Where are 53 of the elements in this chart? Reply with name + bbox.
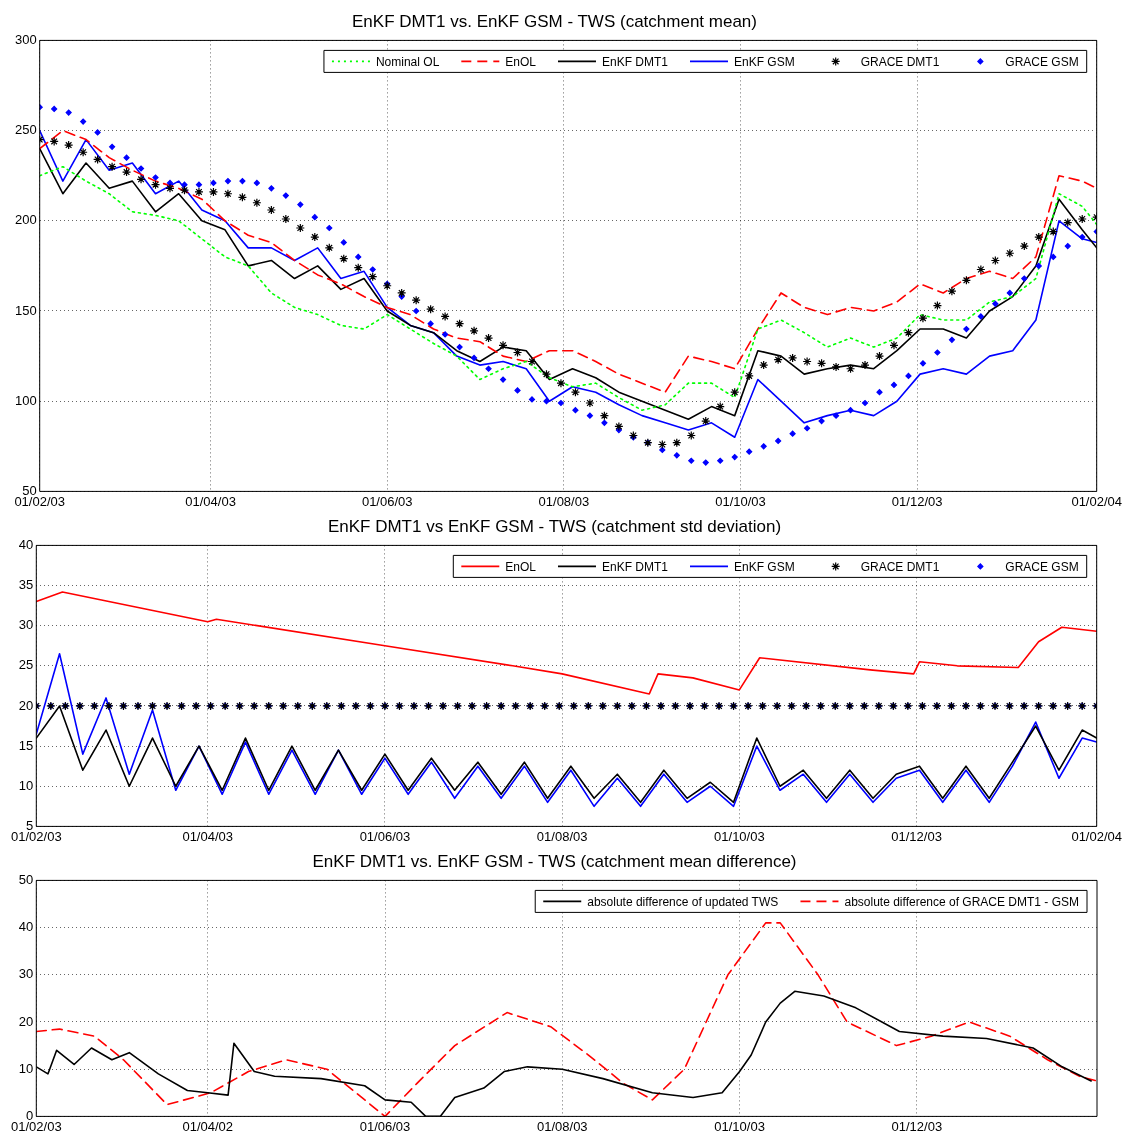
- legend-label: EnOL: [505, 559, 537, 574]
- x-tick-label: 01/10/03: [714, 828, 765, 844]
- y-tick-label: 20: [18, 697, 34, 713]
- legend-label: EnKF DMT1: [601, 559, 669, 574]
- legend-label: GRACE DMT1: [860, 54, 940, 69]
- x-tick-label: 01/06/03: [359, 1118, 411, 1134]
- y-tick-label: 150: [14, 302, 37, 318]
- x-tick-label: 01/10/03: [714, 1118, 765, 1134]
- y-tick-label: 15: [18, 737, 34, 753]
- y-tick-label: 30: [18, 617, 34, 633]
- y-tick-label: 250: [14, 122, 37, 138]
- y-tick-label: 10: [18, 1060, 34, 1076]
- x-tick-label: 01/06/03: [361, 493, 413, 509]
- y-tick-label: 40: [18, 536, 34, 552]
- legend-label: EnKF GSM: [734, 54, 795, 69]
- legend-label: GRACE GSM: [1005, 54, 1079, 69]
- y-tick-label: 200: [14, 212, 37, 228]
- legend-label: EnOL: [505, 54, 537, 69]
- x-tick-label: 01/10/03: [715, 493, 766, 509]
- y-tick-label: 100: [14, 392, 37, 408]
- y-tick-label: 300: [14, 31, 37, 47]
- y-tick-label: 0: [26, 1107, 34, 1123]
- x-tick-label: 01/06/03: [359, 828, 411, 844]
- legend-label: absolute difference of updated TWS: [587, 894, 779, 909]
- x-tick-label: 01/04/03: [185, 493, 236, 509]
- y-tick-label: 35: [18, 577, 34, 593]
- chart-title: EnKF DMT1 vs. EnKF GSM - TWS (catchment mean difference): [312, 851, 797, 871]
- y-tick-label: 20: [18, 1013, 34, 1029]
- y-tick-label: 10: [18, 777, 34, 793]
- legend-label: absolute difference of GRACE DMT1 - GSM: [844, 894, 1080, 909]
- legend-label: EnKF GSM: [734, 559, 795, 574]
- legend-label: Nominal OL: [375, 54, 440, 69]
- x-tick-label: 01/02/04: [1071, 493, 1122, 509]
- legend-label: GRACE GSM: [1005, 559, 1079, 574]
- legend-label: GRACE DMT1: [860, 559, 940, 574]
- y-tick-label: 40: [18, 919, 34, 935]
- x-tick-label: 01/12/03: [891, 1118, 943, 1134]
- x-tick-label: 01/08/03: [536, 1118, 588, 1134]
- x-tick-label: 01/02/04: [1071, 828, 1122, 844]
- chart-title: EnKF DMT1 vs EnKF GSM - TWS (catchment std deviation): [327, 516, 782, 536]
- x-tick-label: 01/12/03: [891, 493, 943, 509]
- x-tick-label: 01/08/03: [538, 493, 590, 509]
- y-tick-label: 50: [18, 871, 34, 887]
- x-tick-label: 01/08/03: [536, 828, 588, 844]
- x-tick-label: 01/04/02: [182, 1118, 234, 1134]
- y-tick-label: 5: [26, 817, 34, 833]
- x-tick-label: 01/04/03: [182, 828, 234, 844]
- y-tick-label: 30: [18, 966, 34, 982]
- y-tick-label: 50: [22, 482, 37, 498]
- chart-title: EnKF DMT1 vs. EnKF GSM - TWS (catchment mean): [352, 11, 757, 31]
- x-tick-label: 01/12/03: [891, 828, 942, 844]
- legend-label: EnKF DMT1: [601, 54, 669, 69]
- y-tick-label: 25: [18, 657, 34, 673]
